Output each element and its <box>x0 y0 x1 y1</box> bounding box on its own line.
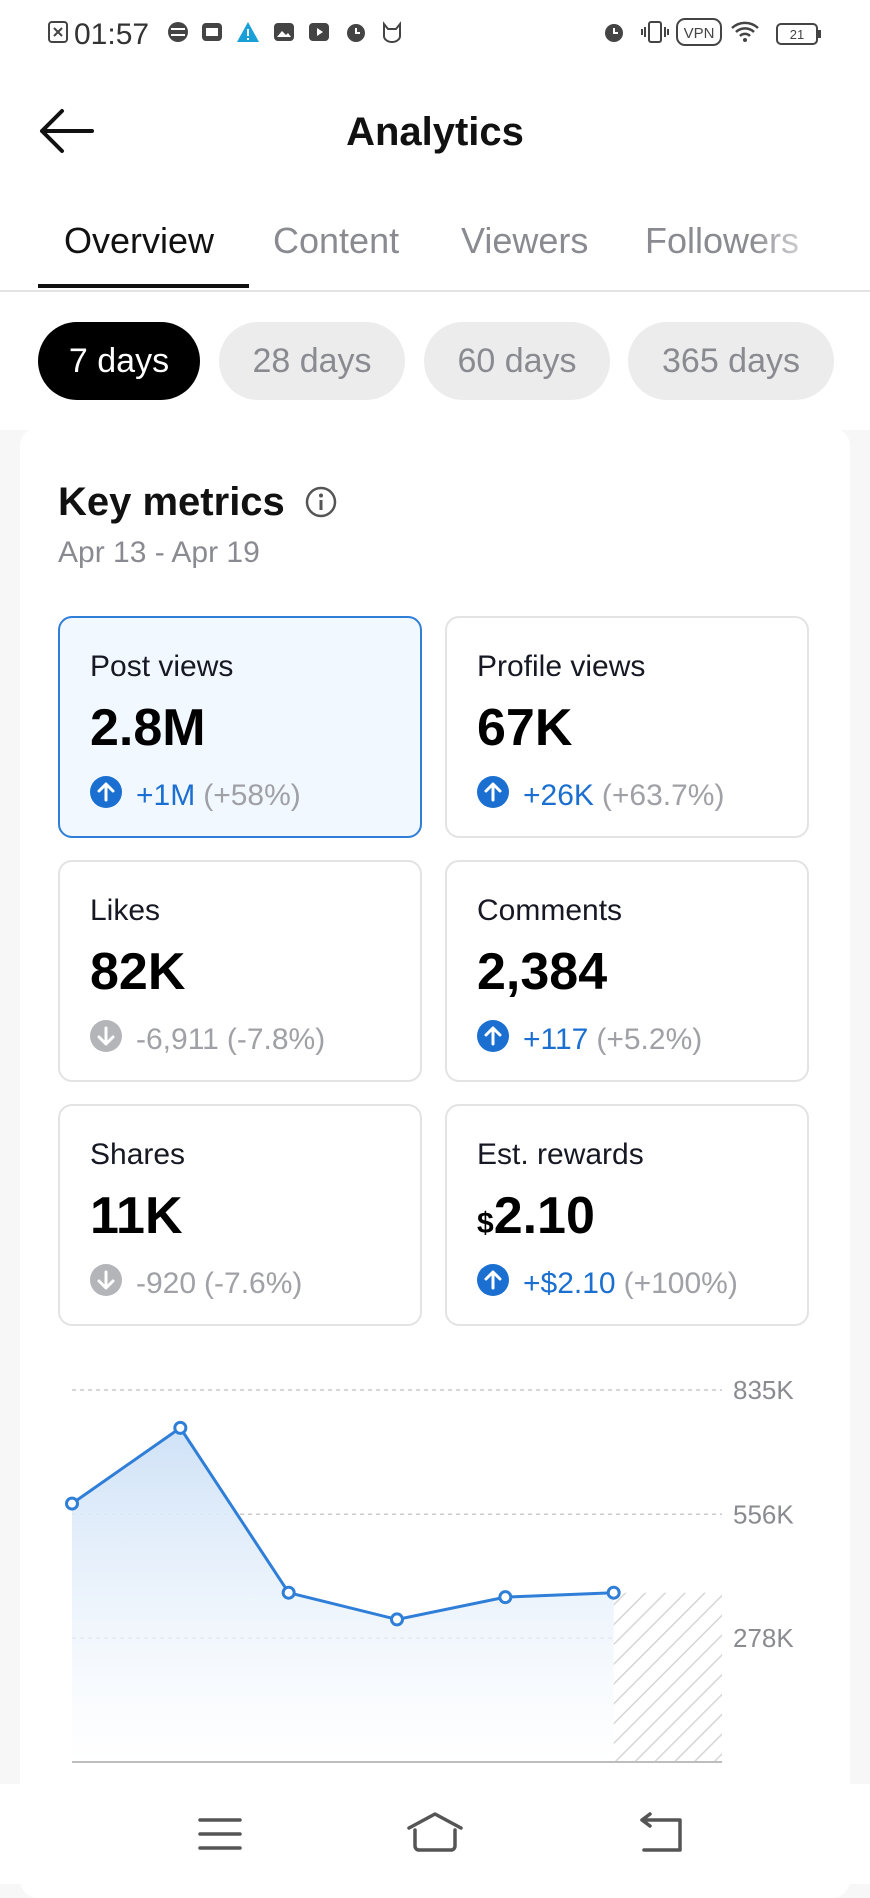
home-icon[interactable] <box>395 1806 475 1862</box>
currency-symbol: $ <box>477 1207 494 1240</box>
browser-icon <box>168 22 188 42</box>
metric-comments[interactable]: Comments 2,384 +117 (+5.2%) <box>445 860 809 1082</box>
youtube-icon <box>309 23 329 41</box>
trend-up-icon <box>477 1264 523 1304</box>
arrow-down-icon <box>90 1264 122 1296</box>
status-bar: 01:57 VPN 21 <box>0 0 870 68</box>
tab-overview[interactable]: Overview <box>64 220 215 261</box>
arrow-up-icon <box>477 1264 509 1296</box>
page-title: Analytics <box>346 110 524 154</box>
period-7-days[interactable]: 7 days <box>38 322 200 400</box>
vibrate-icon <box>641 21 669 43</box>
trend-up-icon <box>477 1020 523 1060</box>
metric-value: 82K <box>90 943 186 1001</box>
menu-icon[interactable] <box>180 1806 260 1862</box>
metric-label: Est. rewards <box>477 1138 644 1171</box>
arrow-up-icon <box>477 1020 509 1052</box>
battery-icon: 21 <box>776 23 821 45</box>
clock: 01:57 <box>74 18 150 51</box>
tab-viewers[interactable]: Viewers <box>461 220 589 261</box>
metric-profile-views[interactable]: Profile views 67K +26K (+63.7%) <box>445 616 809 838</box>
trend-up-icon <box>90 776 136 816</box>
mail-icon <box>202 23 222 41</box>
metric-label: Shares <box>90 1138 186 1171</box>
metric-shares[interactable]: Shares 11K -920 (-7.6%) <box>58 1104 422 1326</box>
vpn-icon: VPN <box>676 18 722 46</box>
trend-down-icon <box>90 1264 136 1304</box>
alarm-icon <box>605 24 623 42</box>
trend-up-icon <box>477 776 523 816</box>
metric-value: 67K <box>477 699 573 757</box>
metric-label: Comments <box>477 894 623 927</box>
info-icon[interactable] <box>305 486 337 518</box>
metric-delta: -920 (-7.6%) <box>90 1264 302 1304</box>
metric-value: 11K <box>90 1187 183 1245</box>
arrow-down-icon <box>90 1020 122 1052</box>
metric-est-rewards[interactable]: Est. rewards $2.10 +$2.10 (+100%) <box>445 1104 809 1326</box>
metric-value: 2.8M <box>90 699 206 757</box>
tab-content[interactable]: Content <box>273 220 400 261</box>
metric-value: $2.10 <box>477 1187 595 1245</box>
metric-post-views[interactable]: Post views 2.8M +1M (+58%) <box>58 616 422 838</box>
wifi-icon <box>731 21 759 42</box>
warning-icon <box>237 22 259 42</box>
gallery-icon <box>274 23 294 41</box>
metric-value: 2,384 <box>477 943 608 1001</box>
arrow-up-icon <box>90 776 122 808</box>
period-365-days[interactable]: 365 days <box>628 322 834 400</box>
app-header: Analytics <box>0 68 870 192</box>
period-selector: 7 days 28 days 60 days 365 days <box>0 292 870 430</box>
tab-scroll-fade <box>750 192 870 290</box>
period-60-days[interactable]: 60 days <box>424 322 610 400</box>
trend-down-icon <box>90 1020 136 1060</box>
metric-delta: +1M (+58%) <box>90 776 301 816</box>
key-metrics-title: Key metrics <box>58 480 285 524</box>
svg-text:VPN: VPN <box>684 25 715 42</box>
metric-label: Profile views <box>477 650 646 683</box>
period-28-days[interactable]: 28 days <box>219 322 405 400</box>
date-range: Apr 13 - Apr 19 <box>58 536 260 569</box>
back-arrow-icon[interactable] <box>38 108 94 154</box>
metric-delta: +117 (+5.2%) <box>477 1020 702 1060</box>
screenshot-icon <box>48 21 68 43</box>
back-icon[interactable] <box>624 1806 704 1862</box>
metric-delta: +26K (+63.7%) <box>477 776 724 816</box>
metric-delta: -6,911 (-7.8%) <box>90 1020 325 1060</box>
metric-delta: +$2.10 (+100%) <box>477 1264 738 1304</box>
metric-label: Post views <box>90 650 234 683</box>
arrow-up-icon <box>477 776 509 808</box>
tab-active-indicator <box>38 284 249 288</box>
tab-bar: Overview Content Viewers Followers <box>0 192 870 292</box>
metric-likes[interactable]: Likes 82K -6,911 (-7.8%) <box>58 860 422 1082</box>
system-nav-bar <box>0 1784 870 1884</box>
metric-label: Likes <box>90 894 161 927</box>
cat-icon <box>383 21 401 43</box>
alarm-icon <box>347 24 365 42</box>
svg-text:21: 21 <box>790 27 804 42</box>
